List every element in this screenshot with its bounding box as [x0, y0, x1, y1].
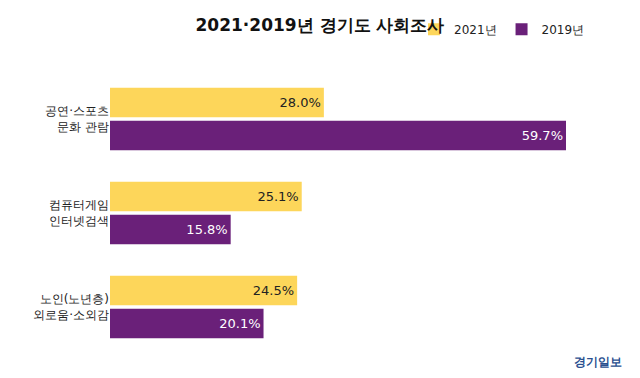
svg-text:24.5%: 24.5%	[253, 283, 294, 298]
svg-text:15.8%: 15.8%	[186, 222, 227, 237]
svg-text:25.1%: 25.1%	[257, 189, 298, 204]
svg-text:59.7%: 59.7%	[522, 128, 563, 143]
svg-text:2021년: 2021년	[454, 23, 497, 37]
svg-text:28.0%: 28.0%	[280, 95, 321, 110]
svg-text:노인(노년층)외로움·소외감: 노인(노년층)외로움·소외감	[33, 292, 109, 322]
svg-text:2021·2019년 경기도 사회조사: 2021·2019년 경기도 사회조사	[196, 15, 445, 35]
svg-text:2019년: 2019년	[542, 23, 585, 37]
svg-text:경기일보: 경기일보	[574, 355, 622, 369]
svg-text:20.1%: 20.1%	[219, 316, 260, 331]
svg-text:공연·스포츠문화 관람: 공연·스포츠문화 관람	[45, 104, 109, 134]
svg-text:컴퓨터게임인터넷검색: 컴퓨터게임인터넷검색	[49, 198, 109, 228]
